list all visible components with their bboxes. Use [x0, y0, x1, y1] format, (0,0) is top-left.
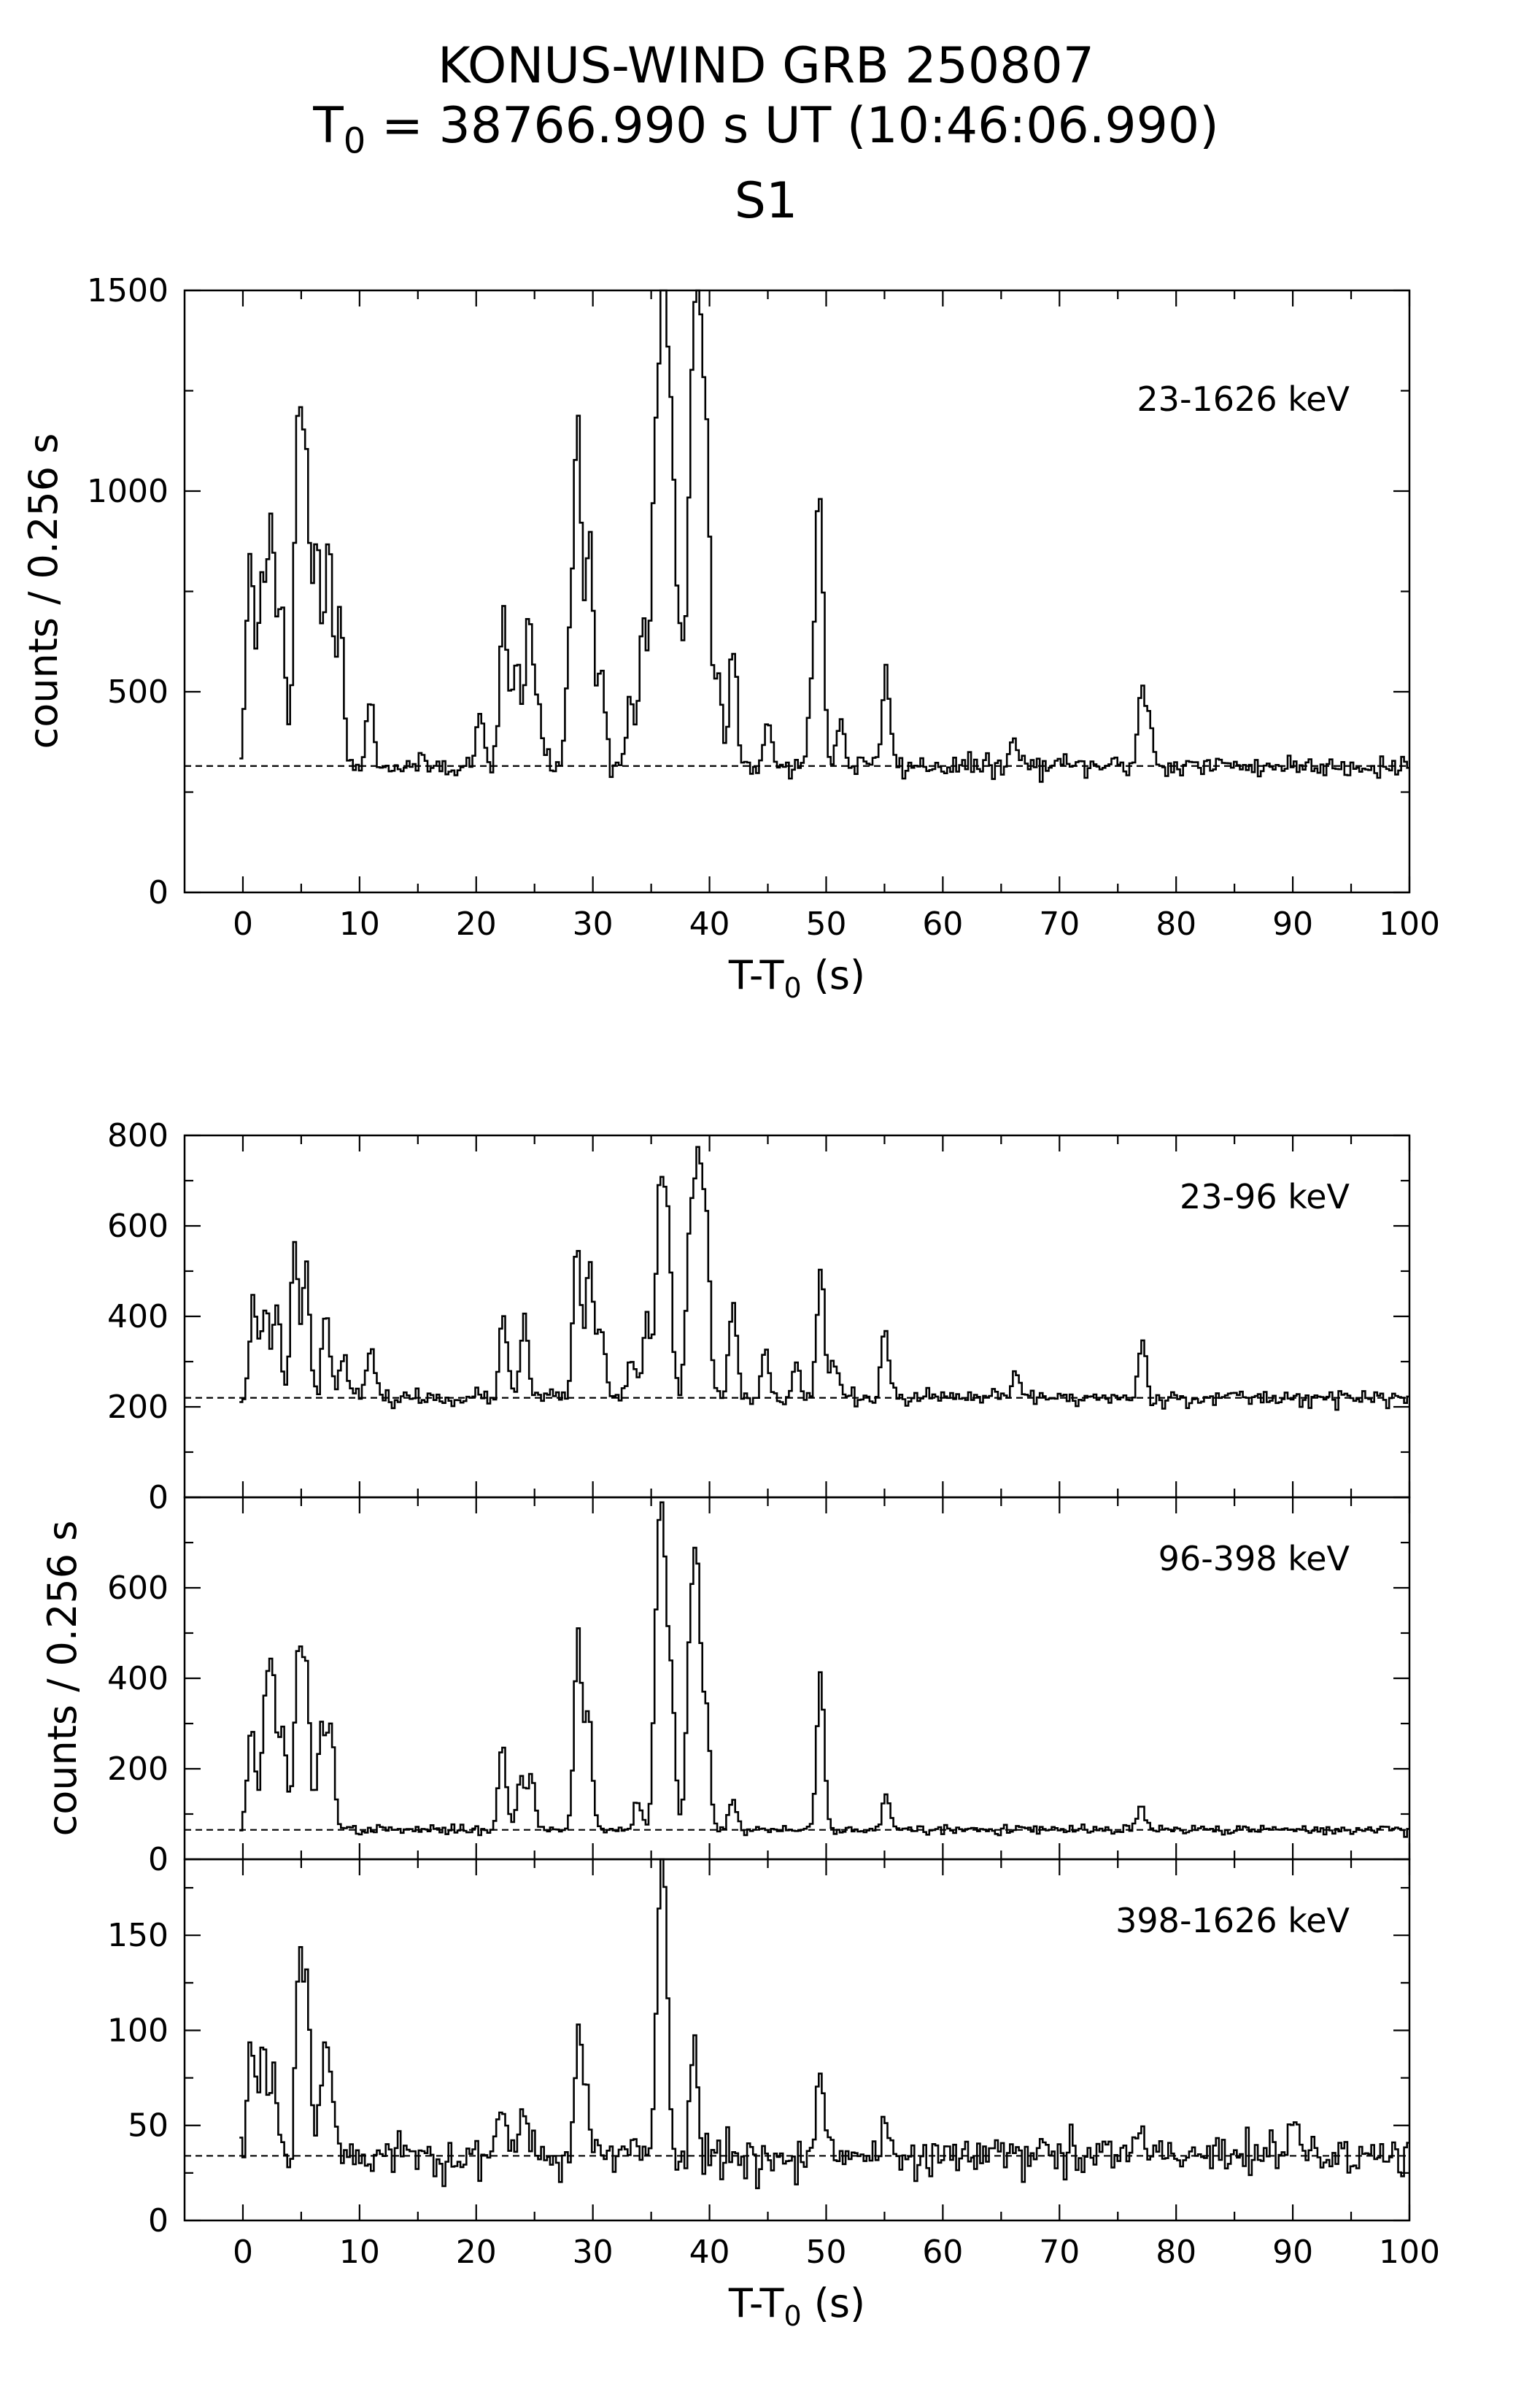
y-tick-label: 400	[107, 1660, 169, 1697]
y-tick-label: 500	[107, 674, 169, 711]
x-tick-label: 30	[573, 906, 614, 943]
x-tick-label: 10	[339, 906, 380, 943]
x-tick-label: 0	[233, 2234, 253, 2271]
y-axis-label-bottom: counts / 0.256 s	[39, 1521, 85, 1837]
plot-frame	[183, 1858, 1411, 2222]
x-tick-label: 50	[805, 906, 846, 943]
title-line-3: S1	[734, 171, 798, 230]
x-tick-label: 0	[233, 906, 253, 943]
title-t-subscript: 0	[343, 120, 366, 162]
x-tick-label: 90	[1272, 2234, 1313, 2271]
x-tick-label: 50	[805, 2234, 846, 2271]
x-tick-label: 80	[1156, 2234, 1196, 2271]
y-tick-label: 400	[107, 1298, 169, 1335]
x-tick-label: 60	[922, 906, 963, 943]
panel-2: 0 200 400 600 800 23-96 keV	[107, 1117, 1411, 1516]
y-tick-label: 0	[148, 2202, 169, 2239]
x-tick-label: 30	[573, 2234, 614, 2271]
y-tick-label: 0	[148, 874, 169, 911]
energy-band-label: 23-96 keV	[1180, 1177, 1350, 1216]
light-curve-series	[239, 289, 1409, 783]
x-tick-label: 70	[1039, 906, 1080, 943]
y-tick-label: 200	[107, 1751, 169, 1788]
y-tick-label: 600	[107, 1208, 169, 1245]
x-tick-label: 20	[456, 2234, 497, 2271]
x-tick-label: 80	[1156, 906, 1196, 943]
panel-4: 0 10 20 30 40 50 60 70 80 90 100 0 50 100 150 398-1626 …	[107, 1858, 1440, 2332]
light-curve-series	[239, 1858, 1409, 2190]
panel-1: 0 10 20 30 40 50 60 70 80 90 10005001000150023-162…	[87, 272, 1440, 1004]
light-curve-series	[239, 1146, 1409, 1411]
chart-title: KONUS-WIND GRB 250807 T0 = 38766.990 s U…	[0, 36, 1532, 231]
y-tick-label: 800	[107, 1117, 169, 1154]
x-tick-label: 40	[689, 906, 730, 943]
x-tick-label: 40	[689, 2234, 730, 2271]
title-line-2: T0 = 38766.990 s UT (10:46:06.990)	[0, 96, 1532, 171]
x-tick-label: 60	[922, 2234, 963, 2271]
x-axis-label: T-T0 (s)	[728, 952, 865, 1004]
x-tick-label: 100	[1379, 2234, 1440, 2271]
y-tick-label: 0	[148, 1841, 169, 1878]
light-curve-series	[239, 1501, 1409, 1838]
y-axis-label-top: counts / 0.256 s	[20, 433, 66, 749]
y-tick-label: 200	[107, 1389, 169, 1426]
panel-3: 0 200 400 600 96-398 keV	[107, 1496, 1411, 1878]
y-tick-label: 600	[107, 1570, 169, 1607]
title-t0-value: = 38766.990 s UT (10:46:06.990)	[365, 97, 1219, 155]
energy-band-label: 23-1626 keV	[1137, 379, 1350, 419]
y-tick-label: 150	[107, 1917, 169, 1954]
x-tick-label: 100	[1379, 906, 1440, 943]
y-tick-label: 100	[107, 2012, 169, 2049]
y-tick-label: 1500	[87, 272, 169, 309]
title-line-1: KONUS-WIND GRB 250807	[438, 37, 1094, 95]
x-tick-label: 20	[456, 906, 497, 943]
y-tick-label: 50	[128, 2107, 169, 2145]
energy-band-label: 398-1626 keV	[1115, 1901, 1350, 1940]
y-tick-label: 1000	[87, 473, 169, 510]
title-t: T	[313, 97, 344, 155]
y-tick-label: 0	[148, 1479, 169, 1516]
x-tick-label: 10	[339, 2234, 380, 2271]
x-axis-label: T-T0 (s)	[728, 2280, 865, 2332]
x-tick-label: 70	[1039, 2234, 1080, 2271]
energy-band-label: 96-398 keV	[1158, 1539, 1350, 1578]
x-tick-label: 90	[1272, 906, 1313, 943]
